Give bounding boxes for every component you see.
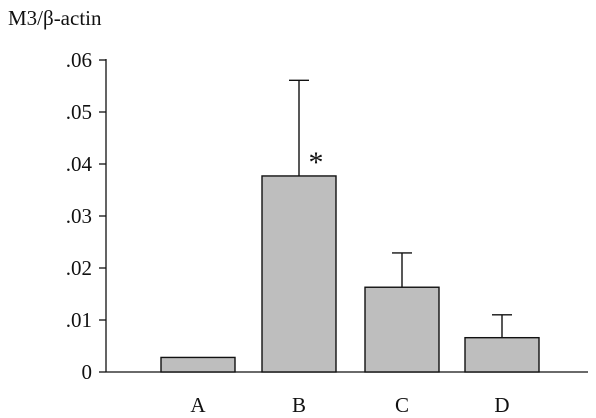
y-tick-label: .04 — [66, 152, 93, 176]
y-axis-label: M3/β-actin — [8, 6, 102, 30]
bar-B — [261, 175, 337, 373]
x-tick-label-D: D — [494, 393, 509, 417]
y-tick-label: .03 — [66, 204, 92, 228]
x-tick-label-A: A — [190, 393, 206, 417]
significance-marker: * — [309, 146, 324, 179]
y-tick-label: 0 — [82, 360, 93, 384]
bar-C — [364, 286, 440, 373]
y-tick-label: .06 — [66, 48, 92, 72]
x-tick-label-B: B — [292, 393, 306, 417]
bar-D — [464, 336, 540, 373]
y-tick-label: .05 — [66, 100, 92, 124]
x-tick-label-C: C — [395, 393, 409, 417]
y-tick-label: .01 — [66, 308, 92, 332]
y-tick-label: .02 — [66, 256, 92, 280]
bar-A — [160, 356, 236, 373]
